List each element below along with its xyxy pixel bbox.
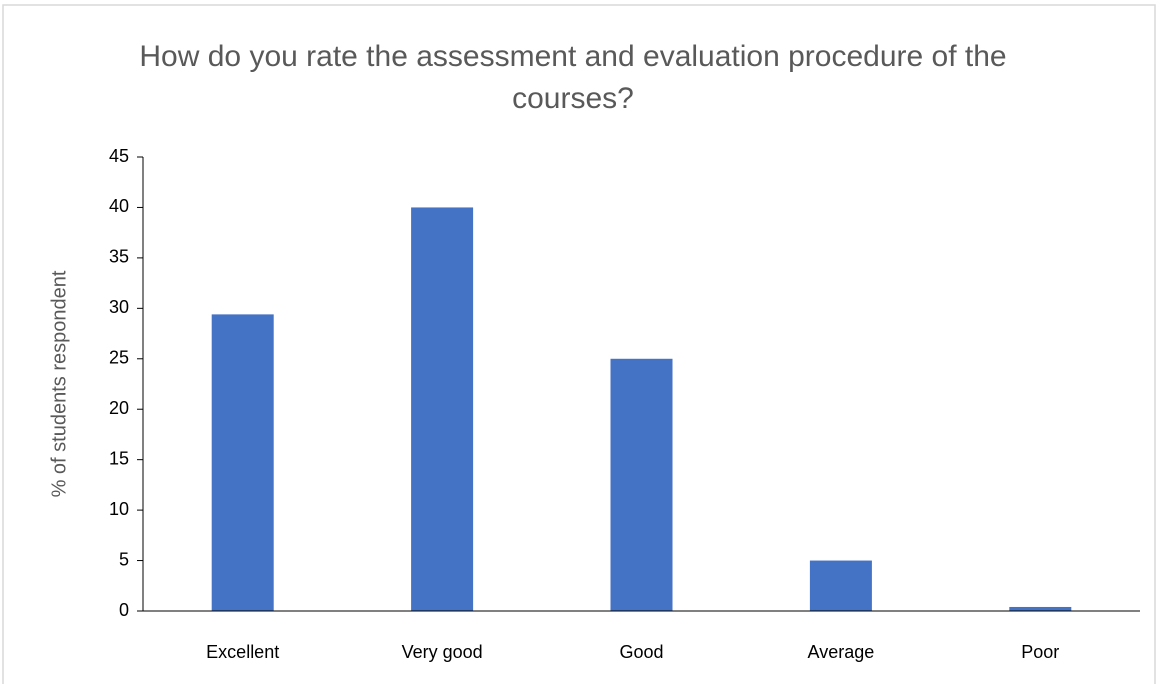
y-tick-label: 35 [109,247,129,267]
y-tick-label: 30 [109,297,129,317]
bar [1009,606,1072,611]
x-tick-label: Very good [402,642,483,662]
chart-title: How do you rate the assessment and evalu… [139,40,1007,115]
y-tick-label: 0 [119,600,129,620]
x-tick-label: Excellent [206,642,279,662]
bar [809,560,872,611]
y-tick-label: 40 [109,196,129,216]
bar [211,314,274,611]
y-tick-label: 45 [109,146,129,166]
y-tick-label: 5 [119,549,129,569]
x-tick-label: Good [619,642,663,662]
y-axis-label: % of students respondent [48,270,70,497]
y-tick-label: 15 [109,448,129,468]
chart-border [2,4,1156,684]
x-tick-label: Poor [1021,642,1059,662]
y-tick-label: 10 [109,499,129,519]
y-tick-label: 25 [109,348,129,368]
bar [411,207,474,611]
y-tick-label: 20 [109,398,129,418]
x-tick-label: Average [808,642,875,662]
bar [610,358,673,611]
